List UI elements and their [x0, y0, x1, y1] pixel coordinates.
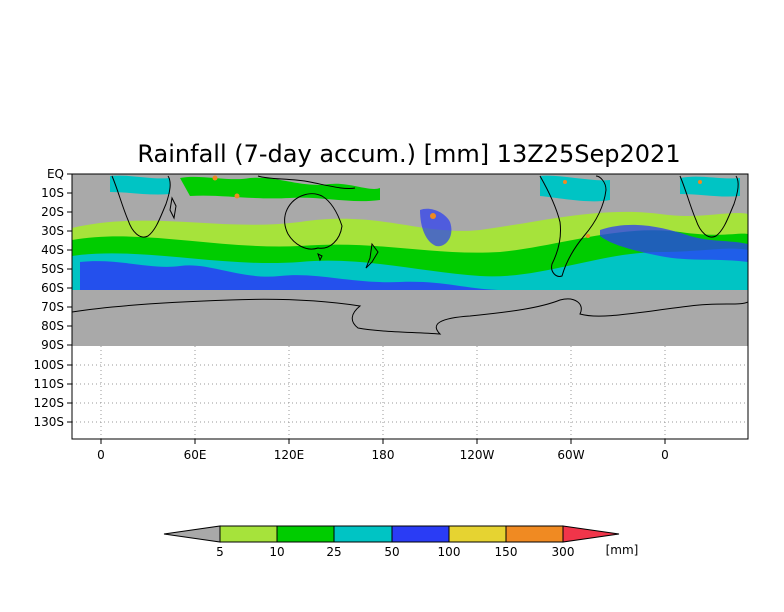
colorbar-unit: [mm] — [606, 543, 639, 557]
colorbar-segment — [333, 525, 393, 543]
longitude-axis: 0 60E 120E 180 120W 60W 0 — [97, 439, 669, 462]
lat-label: 120S — [33, 396, 64, 410]
lat-label: 60S — [41, 281, 64, 295]
colorbar-label: 100 — [438, 545, 461, 559]
colorbar-segment — [219, 525, 278, 543]
lon-label: 0 — [661, 448, 669, 462]
lat-label: 40S — [41, 243, 64, 257]
lat-label: 70S — [41, 300, 64, 314]
lon-label: 60W — [557, 448, 584, 462]
latitude-axis: EQ 10S 20S 30S 40S 50S 60S 70S 80S 90S 1… — [33, 167, 72, 429]
colorbar-right-arrow — [562, 525, 620, 543]
lat-label: 90S — [41, 338, 64, 352]
colorbar-label: 5 — [216, 545, 224, 559]
lat-label: 50S — [41, 262, 64, 276]
lon-label: 60E — [184, 448, 207, 462]
colorbar-segment — [391, 525, 450, 543]
colorbar-label: 25 — [326, 545, 341, 559]
colorbar-label: 50 — [384, 545, 399, 559]
map-title: Rainfall (7-day accum.) [mm] 13Z25Sep202… — [137, 140, 680, 168]
lat-label: 20S — [41, 205, 64, 219]
colorbar-label: 150 — [495, 545, 518, 559]
lat-label: 130S — [33, 415, 64, 429]
colorbar: 5 10 25 50 100 150 300 [mm] — [163, 525, 639, 559]
lat-label: 80S — [41, 319, 64, 333]
lon-label: 120W — [460, 448, 495, 462]
lon-label: 120E — [274, 448, 305, 462]
colorbar-segment — [505, 525, 564, 543]
lat-label: 110S — [33, 377, 64, 391]
colorbar-segment — [448, 525, 507, 543]
colorbar-label: 10 — [269, 545, 284, 559]
lon-label: 0 — [97, 448, 105, 462]
colorbar-segment — [276, 525, 335, 543]
coastlines — [72, 175, 748, 335]
colorbar-left-arrow — [163, 525, 221, 543]
rainfall-field — [72, 175, 748, 290]
grid-lines — [72, 346, 748, 439]
lat-label: 10S — [41, 186, 64, 200]
lat-label: 30S — [41, 224, 64, 238]
lat-label: 100S — [33, 358, 64, 372]
colorbar-label: 300 — [552, 545, 575, 559]
lat-label: EQ — [47, 167, 64, 181]
lon-label: 180 — [372, 448, 395, 462]
